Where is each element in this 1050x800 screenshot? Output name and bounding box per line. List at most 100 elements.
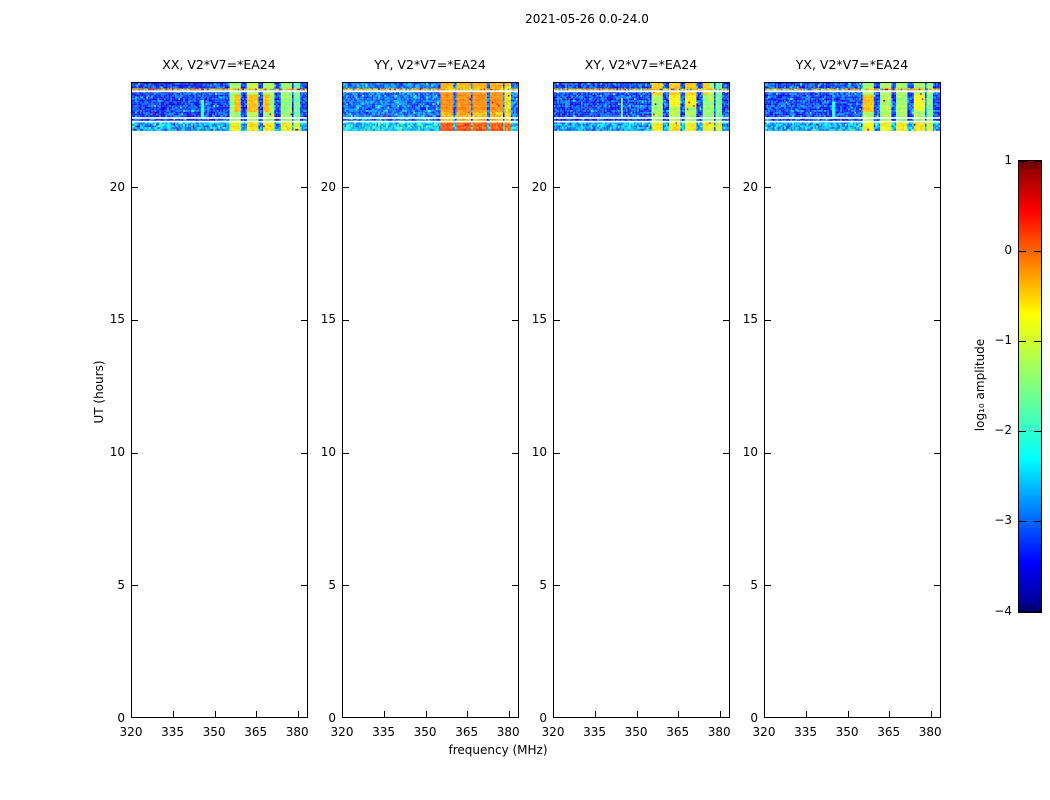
y-tick-label: 10 — [320, 445, 336, 459]
y-tick-label: 20 — [320, 179, 336, 194]
colorbar-tick-label: −1 — [994, 332, 1012, 347]
x-tick-label: 320 — [752, 725, 776, 739]
x-tick-mark — [930, 711, 932, 717]
y-tick-mark — [301, 585, 307, 587]
x-tick-mark — [425, 711, 427, 717]
colorbar-tick-label: −3 — [994, 513, 1012, 528]
colorbar-tick-mark — [1034, 431, 1041, 433]
y-tick-label: 0 — [117, 710, 125, 725]
x-tick-mark — [595, 711, 597, 717]
panel-title: XY, V2*V7=*EA24 — [584, 57, 698, 72]
x-tick-mark — [173, 711, 175, 717]
x-axis-label: frequency (MHz) — [448, 743, 548, 757]
colorbar-tick-mark — [1019, 611, 1026, 612]
x-tick-label: 380 — [285, 725, 309, 739]
y-tick-mark — [765, 187, 771, 188]
x-tick-label: 335 — [794, 725, 817, 739]
y-tick-mark — [512, 452, 518, 454]
colorbar-bottom-hatch — [1022, 604, 1037, 611]
panel-title: YX, V2*V7=*EA24 — [795, 57, 909, 72]
y-tick-mark — [301, 452, 307, 454]
y-tick-label: 0 — [539, 710, 547, 725]
x-tick-label: 365 — [877, 725, 901, 739]
colorbar-tick-mark — [1034, 250, 1041, 252]
y-tick-mark — [934, 585, 940, 587]
y-tick-mark — [512, 585, 518, 587]
y-tick-label: 5 — [328, 577, 336, 592]
figure-title: 2021-05-26 0.0-24.0 — [525, 12, 649, 26]
x-tick-label: 350 — [202, 725, 226, 739]
y-tick-label: 15 — [320, 312, 336, 327]
y-tick-mark — [554, 452, 560, 454]
x-tick-label: 350 — [624, 725, 648, 739]
y-tick-mark — [765, 319, 771, 321]
y-tick-mark — [723, 319, 729, 321]
y-tick-mark — [554, 187, 560, 188]
spectrogram-data-xy — [554, 83, 729, 131]
spectrogram-data-yx — [765, 83, 940, 131]
y-axis-label: UT (hours) — [92, 360, 106, 424]
y-tick-mark — [934, 452, 940, 454]
x-tick-mark — [384, 711, 386, 717]
x-tick-mark — [889, 711, 891, 717]
x-tick-label: 380 — [496, 725, 520, 739]
colorbar-tick-mark — [1019, 521, 1026, 523]
y-tick-mark — [132, 319, 138, 321]
colorbar-tick-mark — [1034, 340, 1041, 342]
x-tick-label: 350 — [413, 725, 437, 739]
colorbar-tick-label: −2 — [994, 423, 1012, 438]
y-tick-mark — [132, 585, 138, 587]
y-tick-label: 5 — [750, 577, 758, 592]
y-tick-mark — [343, 187, 349, 188]
y-tick-mark — [301, 187, 307, 188]
x-tick-mark — [256, 711, 258, 717]
y-tick-mark — [301, 319, 307, 321]
y-tick-label: 20 — [742, 179, 758, 194]
colorbar — [1018, 160, 1042, 613]
x-tick-label: 380 — [918, 725, 942, 739]
colorbar-tick-label: 1 — [1004, 152, 1012, 167]
x-tick-label: 320 — [541, 725, 565, 739]
panel-title: XX, V2*V7=*EA24 — [162, 57, 276, 72]
y-tick-mark — [723, 452, 729, 454]
x-tick-label: 365 — [455, 725, 479, 739]
x-tick-label: 320 — [330, 725, 354, 739]
y-tick-mark — [554, 319, 560, 321]
x-tick-mark — [467, 711, 469, 717]
y-tick-mark — [343, 452, 349, 454]
x-tick-mark — [719, 711, 721, 717]
x-tick-label: 365 — [666, 725, 690, 739]
x-tick-label: 380 — [707, 725, 731, 739]
colorbar-gradient — [1019, 161, 1041, 612]
y-tick-mark — [723, 187, 729, 188]
spectrogram-data-yy — [343, 83, 518, 131]
y-tick-label: 20 — [109, 179, 125, 194]
y-tick-label: 15 — [742, 312, 758, 327]
colorbar-tick-mark — [1019, 250, 1026, 252]
x-tick-label: 335 — [583, 725, 606, 739]
spectrogram-panel-xy — [553, 82, 730, 718]
colorbar-tick-mark — [1034, 161, 1041, 162]
x-tick-mark — [508, 711, 510, 717]
x-tick-mark — [847, 711, 849, 717]
y-tick-mark — [723, 585, 729, 587]
x-tick-mark — [678, 711, 680, 717]
y-tick-label: 0 — [328, 710, 336, 725]
colorbar-tick-mark — [1019, 340, 1026, 342]
colorbar-tick-mark — [1019, 431, 1026, 433]
x-tick-label: 365 — [244, 725, 268, 739]
x-tick-mark — [297, 711, 299, 717]
y-tick-mark — [343, 585, 349, 587]
y-tick-label: 10 — [742, 445, 758, 459]
y-tick-mark — [934, 187, 940, 188]
colorbar-tick-label: −4 — [994, 603, 1012, 618]
y-tick-mark — [765, 452, 771, 454]
x-tick-mark — [806, 711, 808, 717]
spectrogram-data-xx — [132, 83, 307, 131]
y-tick-mark — [512, 319, 518, 321]
y-tick-label: 15 — [531, 312, 547, 327]
y-tick-mark — [343, 319, 349, 321]
spectrogram-panel-yy — [342, 82, 519, 718]
colorbar-label: log₁₀ amplitude — [973, 338, 987, 432]
